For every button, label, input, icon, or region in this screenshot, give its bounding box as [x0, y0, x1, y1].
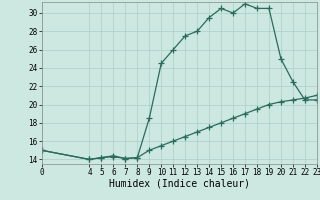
X-axis label: Humidex (Indice chaleur): Humidex (Indice chaleur) [109, 179, 250, 189]
